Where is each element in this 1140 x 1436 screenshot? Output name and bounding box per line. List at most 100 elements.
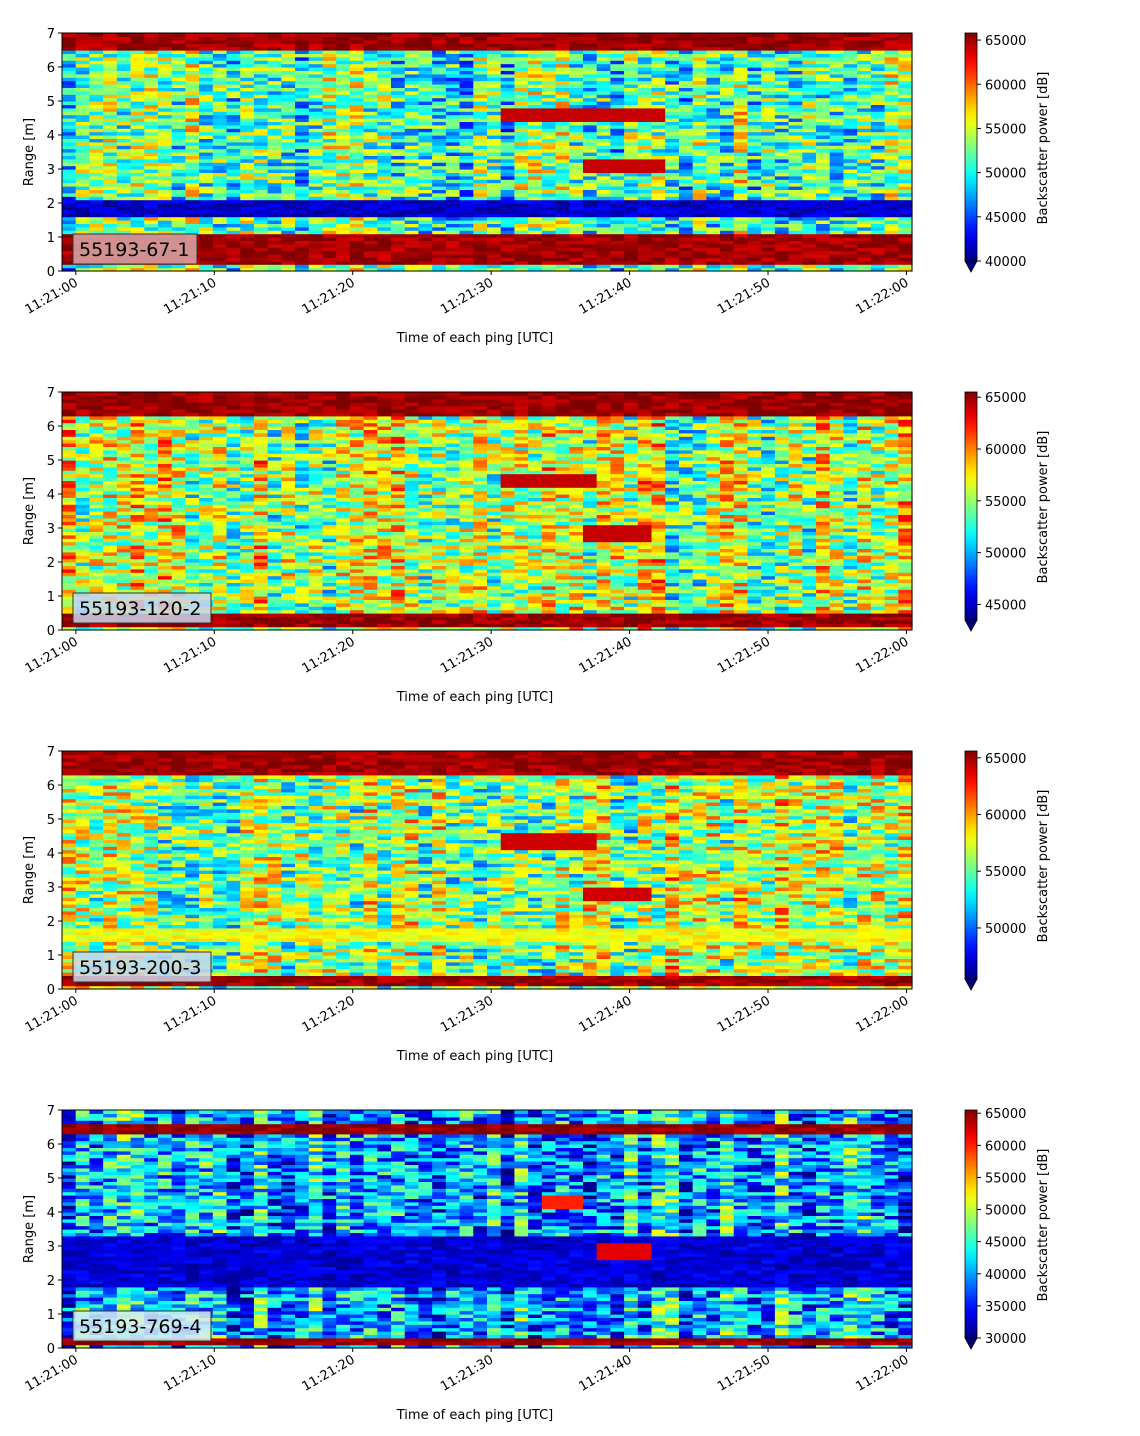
heatmap-cell	[610, 234, 624, 238]
heatmap-cell	[254, 132, 268, 136]
heatmap-cell	[295, 159, 309, 163]
heatmap-cell	[172, 159, 186, 163]
heatmap-cell	[240, 234, 254, 238]
heatmap-cell	[528, 33, 542, 37]
heatmap-cell	[268, 166, 282, 170]
heatmap-cell	[556, 227, 570, 231]
heatmap-cell	[789, 132, 803, 136]
heatmap-cell	[62, 402, 76, 406]
heatmap-cell	[377, 142, 391, 146]
heatmap-cell	[62, 200, 76, 204]
heatmap-cell	[885, 193, 899, 197]
heatmap-cell	[213, 210, 227, 214]
heatmap-cell	[322, 244, 336, 248]
heatmap-cell	[391, 264, 405, 268]
series-label: 55193-67-1	[79, 239, 189, 261]
heatmap-cell	[734, 159, 748, 163]
heatmap-cell	[789, 166, 803, 170]
heatmap-cell	[158, 200, 172, 204]
heatmap-cell	[871, 33, 885, 37]
heatmap-cell	[624, 234, 638, 238]
heatmap-cell	[227, 183, 241, 187]
heatmap-cell	[789, 142, 803, 146]
heatmap-cell	[432, 234, 446, 238]
heatmap-cell	[405, 227, 419, 231]
heatmap-cell	[898, 227, 912, 231]
colorbar-tick-label: 65000	[985, 34, 1026, 49]
heatmap-cell	[364, 183, 378, 187]
heatmap-cell	[281, 234, 295, 238]
heatmap-cell	[103, 392, 117, 396]
heatmap-cell	[227, 210, 241, 214]
heatmap-cell	[514, 183, 528, 187]
heatmap-cell	[898, 251, 912, 255]
heatmap-cell	[775, 227, 789, 231]
heatmap-cell	[144, 33, 158, 37]
heatmap-cell	[830, 200, 844, 204]
heatmap-cell	[158, 159, 172, 163]
heatmap-cell	[199, 33, 213, 37]
heatmap-cell	[569, 183, 583, 187]
heatmap-cell	[816, 193, 830, 197]
heatmap-cell	[240, 176, 254, 180]
heatmap-cell	[734, 132, 748, 136]
y-tick-label: 6	[47, 61, 55, 76]
heatmap-cell	[720, 200, 734, 204]
heatmap-cell	[295, 149, 309, 153]
heatmap-cell	[857, 166, 871, 170]
heatmap-cell	[89, 453, 103, 457]
heatmap-cell	[350, 193, 364, 197]
heatmap-cell	[254, 227, 268, 231]
heatmap-cell	[514, 142, 528, 146]
heatmap-cell	[638, 217, 652, 221]
heatmap-cell	[377, 234, 391, 238]
heatmap-cell	[227, 264, 241, 268]
heatmap-cell	[391, 33, 405, 37]
heatmap-cell	[377, 166, 391, 170]
heatmap-cell	[364, 159, 378, 163]
heatmap-cell	[268, 33, 282, 37]
heatmap-cell	[391, 193, 405, 197]
heatmap-cell	[213, 200, 227, 204]
heatmap-cell	[213, 264, 227, 268]
heatmap-cell	[528, 217, 542, 221]
heatmap-cell	[309, 183, 323, 187]
heatmap-cell	[830, 264, 844, 268]
heatmap-cell	[665, 166, 679, 170]
heatmap-cell	[213, 142, 227, 146]
heatmap-cell	[706, 159, 720, 163]
heatmap-cell	[693, 244, 707, 248]
heatmap-cell	[89, 200, 103, 204]
heatmap-cell	[117, 166, 131, 170]
colorbar-tick-label: 55000	[985, 122, 1026, 137]
heatmap-cell	[199, 176, 213, 180]
heatmap-cell	[720, 193, 734, 197]
heatmap-cell	[322, 33, 336, 37]
heatmap-cell	[117, 33, 131, 37]
heatmap-cell	[514, 132, 528, 136]
heatmap-cell	[789, 210, 803, 214]
heatmap-cell	[528, 159, 542, 163]
heatmap-cell	[350, 142, 364, 146]
heatmap-cell	[624, 264, 638, 268]
heatmap-cell	[857, 176, 871, 180]
heatmap-cell	[446, 251, 460, 255]
heatmap-cell	[281, 159, 295, 163]
heatmap-cell	[761, 210, 775, 214]
heatmap-cell	[460, 183, 474, 187]
heatmap-cell	[830, 251, 844, 255]
heatmap-cell	[610, 132, 624, 136]
heatmap-cell	[144, 504, 158, 508]
heatmap-cell	[789, 217, 803, 221]
heatmap-cell	[789, 149, 803, 153]
heatmap-cell	[857, 132, 871, 136]
heatmap-cell	[569, 166, 583, 170]
heatmap-cell	[473, 159, 487, 163]
heatmap-cell	[418, 176, 432, 180]
heatmap-cell	[405, 33, 419, 37]
heatmap-cell	[734, 142, 748, 146]
heatmap-cell	[597, 132, 611, 136]
heatmap-cell	[556, 159, 570, 163]
heatmap-cell	[350, 183, 364, 187]
heatmap-cell	[254, 210, 268, 214]
